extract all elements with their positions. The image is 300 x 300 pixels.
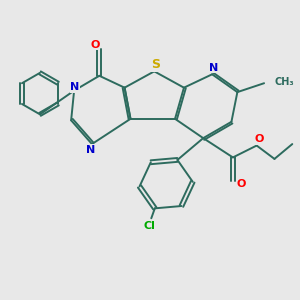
Text: Cl: Cl [144,221,156,231]
Text: N: N [70,82,79,92]
Text: O: O [255,134,264,144]
Text: S: S [151,58,160,71]
Text: CH₃: CH₃ [274,77,294,87]
Text: N: N [209,63,218,73]
Text: O: O [90,40,100,50]
Text: O: O [236,179,246,189]
Text: N: N [86,145,95,155]
